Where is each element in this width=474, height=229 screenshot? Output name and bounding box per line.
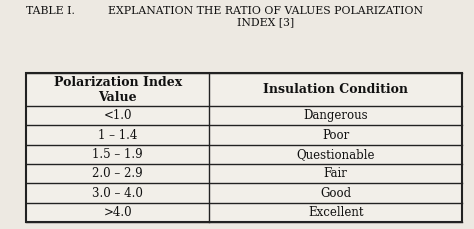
- Text: 2.0 – 2.9: 2.0 – 2.9: [92, 167, 143, 180]
- Text: 1 – 1.4: 1 – 1.4: [98, 128, 137, 142]
- Text: >4.0: >4.0: [103, 206, 132, 219]
- Text: Polarization Index
Value: Polarization Index Value: [54, 76, 182, 104]
- Text: 3.0 – 4.0: 3.0 – 4.0: [92, 187, 143, 200]
- Text: EXPLANATION THE RATIO OF VALUES POLARIZATION
INDEX [3]: EXPLANATION THE RATIO OF VALUES POLARIZA…: [108, 6, 423, 27]
- Text: Fair: Fair: [324, 167, 347, 180]
- Text: Questionable: Questionable: [296, 148, 375, 161]
- Text: TABLE I.: TABLE I.: [26, 6, 75, 16]
- Text: Good: Good: [320, 187, 351, 200]
- Text: 1.5 – 1.9: 1.5 – 1.9: [92, 148, 143, 161]
- Bar: [26, 73, 462, 222]
- Text: Insulation Condition: Insulation Condition: [263, 83, 408, 96]
- Text: <1.0: <1.0: [103, 109, 132, 122]
- Text: Dangerous: Dangerous: [303, 109, 368, 122]
- Text: Poor: Poor: [322, 128, 349, 142]
- Text: Excellent: Excellent: [308, 206, 364, 219]
